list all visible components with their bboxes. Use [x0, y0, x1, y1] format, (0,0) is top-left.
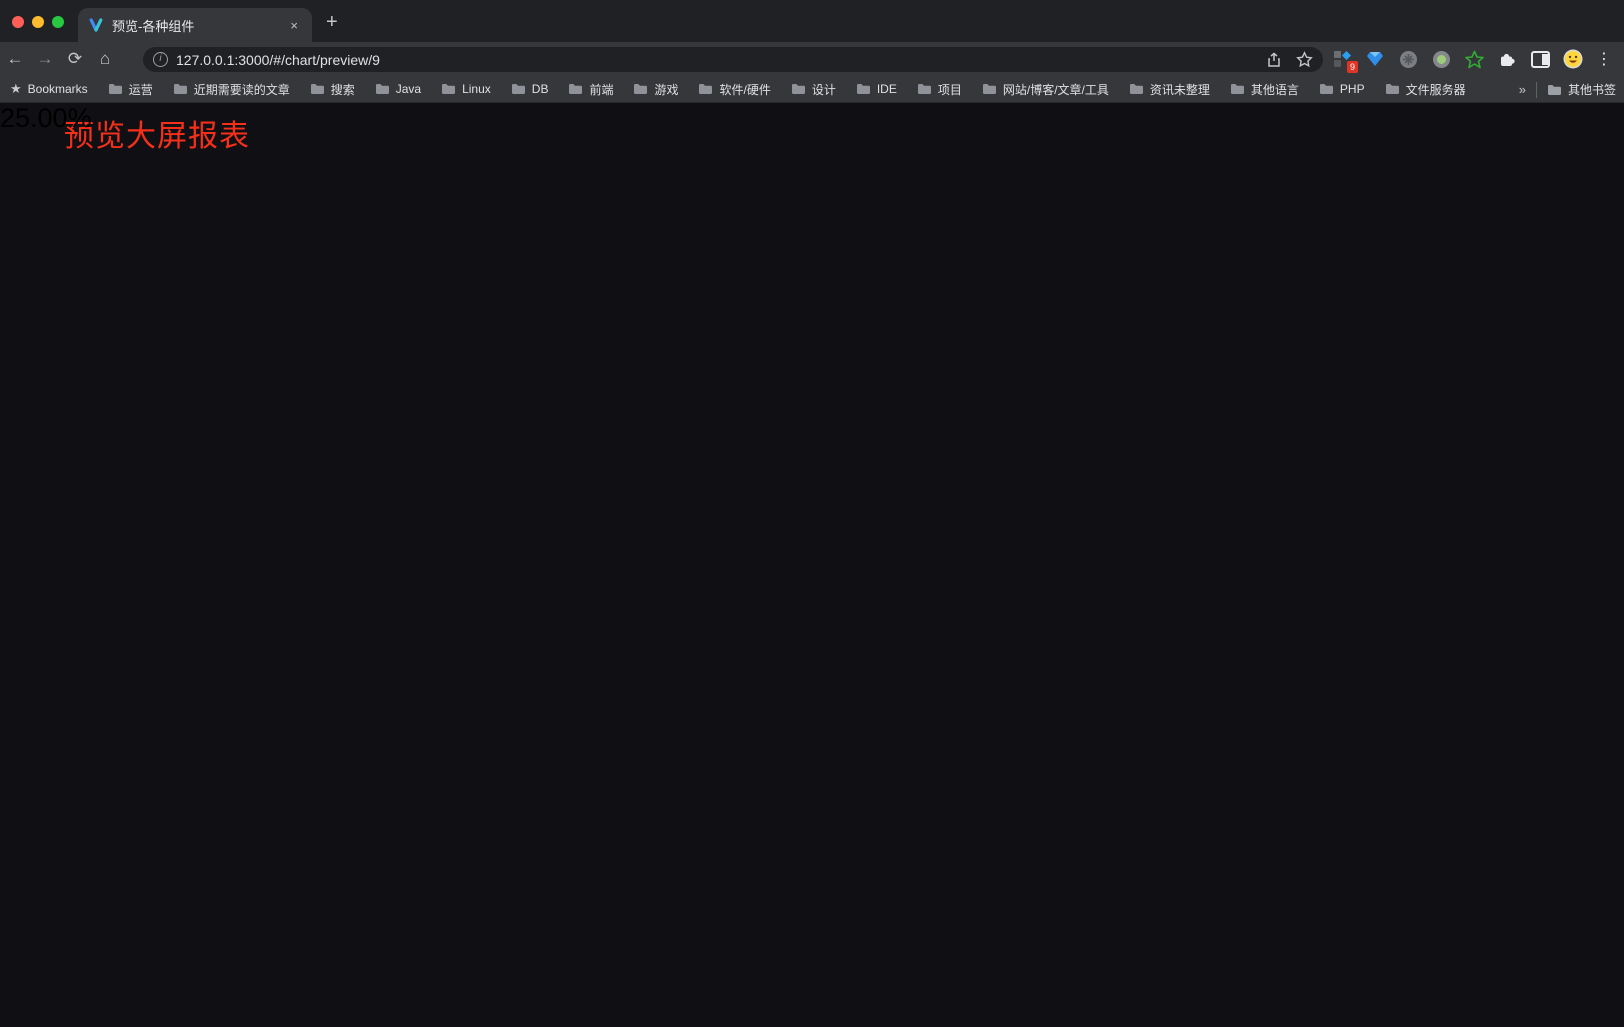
bookmark-item[interactable]: 前端	[568, 81, 613, 98]
folder-icon	[108, 84, 122, 94]
grouped-bar-chart	[38, 148, 430, 362]
bookmark-item[interactable]: 搜索	[310, 81, 355, 98]
bookmarks-right: » 其他书签	[1510, 76, 1616, 102]
url-text[interactable]: 127.0.0.1:3000/#/chart/preview/9	[176, 51, 380, 68]
bookmark-label: 网站/博客/文章/工具	[1002, 82, 1109, 97]
bookmarks-bar: ★ Bookmarks 运营 近期需要读的文章 搜索 Java Linux DB 前端 游戏 软…	[0, 76, 1624, 103]
minimize-window-button[interactable]	[32, 16, 44, 28]
gray-extension-icon[interactable]	[1398, 49, 1418, 69]
extension-badge: 9	[1346, 61, 1358, 73]
page-title: 预览大屏报表	[64, 120, 250, 153]
share-icon[interactable]	[1266, 52, 1282, 68]
bookmark-label: 其他语言	[1250, 82, 1299, 97]
back-icon[interactable]: ←	[6, 49, 24, 68]
bookmark-label: Linux	[462, 82, 491, 96]
bookmark-item[interactable]: 资讯未整理	[1129, 81, 1210, 98]
bookmark-item[interactable]: PHP	[1319, 82, 1365, 96]
bookmark-item[interactable]: 项目	[917, 81, 962, 98]
bookmark-label: 游戏	[654, 82, 679, 97]
folder-icon	[856, 84, 870, 94]
bookmark-item[interactable]: 其他语言	[1230, 81, 1299, 98]
bookmark-label: 前端	[589, 82, 614, 97]
home-icon[interactable]: ⌂	[99, 49, 111, 68]
bookmark-item[interactable]: Java	[375, 82, 421, 96]
reload-icon[interactable]: ⟳	[67, 49, 83, 68]
browser-tab[interactable]: 预览-各种组件 ×	[78, 8, 312, 42]
folder-icon	[442, 84, 456, 94]
record-extension-icon[interactable]	[1431, 49, 1451, 69]
bookmark-label: 搜索	[330, 82, 355, 97]
bookmark-label: 项目	[937, 82, 962, 97]
blocker-extension-icon[interactable]: 9	[1332, 49, 1358, 73]
bookmark-label: 资讯未整理	[1149, 82, 1210, 97]
bookmark-item[interactable]: 近期需要读的文章	[173, 81, 290, 98]
folder-icon	[173, 84, 187, 94]
green-star-extension-icon[interactable]	[1464, 49, 1484, 69]
bookmarks-root-label: Bookmarks	[27, 82, 88, 96]
maximize-window-button[interactable]	[52, 16, 64, 28]
tab-favicon	[89, 18, 103, 32]
window-titlebar: 预览-各种组件 × +	[0, 0, 1624, 42]
bookmark-label: Java	[395, 82, 422, 96]
puzzle-extensions-icon[interactable]	[1497, 49, 1517, 69]
address-bar[interactable]: i 127.0.0.1:3000/#/chart/preview/9	[143, 47, 1323, 72]
side-panel-icon[interactable]	[1530, 49, 1550, 69]
bookmark-item[interactable]: 设计	[791, 81, 836, 98]
bookmark-label: 设计	[811, 82, 836, 97]
tab-close-icon[interactable]: ×	[290, 17, 298, 33]
bookmark-star-icon[interactable]	[1296, 51, 1313, 68]
bookmark-label: 文件服务器	[1405, 82, 1466, 97]
new-tab-button[interactable]: +	[326, 11, 338, 33]
bookmarks-overflow-icon[interactable]: »	[1518, 82, 1526, 97]
folder-icon	[917, 84, 931, 94]
browser-menu-icon[interactable]: ⋮	[1596, 51, 1612, 68]
bookmark-label: DB	[531, 82, 549, 96]
site-info-icon[interactable]: i	[153, 52, 168, 67]
bookmark-item[interactable]: IDE	[856, 82, 897, 96]
folder-icon	[1129, 84, 1143, 94]
bookmark-item[interactable]: 运营	[108, 81, 153, 98]
bookmarks-root[interactable]: ★ Bookmarks	[10, 81, 88, 97]
gem-extension-icon[interactable]	[1365, 49, 1385, 69]
folder-icon	[699, 84, 713, 94]
bookmark-item[interactable]: 软件/硬件	[698, 81, 771, 98]
folder-icon	[1319, 84, 1333, 94]
star-icon: ★	[10, 81, 22, 96]
folder-icon	[982, 84, 996, 94]
folder-icon	[1547, 84, 1561, 95]
bookmark-item[interactable]: 游戏	[633, 81, 678, 98]
folder-icon	[1230, 84, 1244, 94]
emoji-extension-icon[interactable]	[1563, 49, 1583, 69]
bookmarks-divider	[1535, 81, 1537, 98]
folder-icon	[1385, 84, 1399, 94]
folder-icon	[791, 84, 805, 94]
tab-title: 预览-各种组件	[112, 18, 195, 34]
bookmark-label: 近期需要读的文章	[193, 82, 290, 97]
bookmark-label: 运营	[128, 82, 153, 97]
folder-icon	[310, 84, 324, 94]
extensions-row: 9	[1332, 42, 1612, 76]
browser-toolbar: ← → ⟳ ⌂ i 127.0.0.1:3000/#/chart/preview…	[0, 42, 1624, 76]
bookmark-item[interactable]: 文件服务器	[1385, 81, 1466, 98]
bookmark-item[interactable]: Linux	[441, 82, 491, 96]
bookmark-label: 软件/硬件	[719, 82, 771, 97]
bookmark-label: PHP	[1339, 82, 1365, 96]
folder-icon	[634, 84, 648, 94]
bookmark-item[interactable]: DB	[511, 82, 549, 96]
other-bookmarks[interactable]: 其他书签	[1547, 81, 1616, 98]
bookmark-item[interactable]: 网站/博客/文章/工具	[982, 81, 1109, 98]
close-window-button[interactable]	[12, 16, 24, 28]
folder-icon	[375, 84, 389, 94]
forward-icon[interactable]: →	[36, 49, 54, 68]
page-content: 预览大屏报表 25.00%	[0, 103, 1624, 1027]
bookmark-label: IDE	[876, 82, 897, 96]
folder-icon	[511, 84, 525, 94]
folder-icon	[569, 84, 583, 94]
other-bookmarks-label: 其他书签	[1567, 83, 1616, 97]
